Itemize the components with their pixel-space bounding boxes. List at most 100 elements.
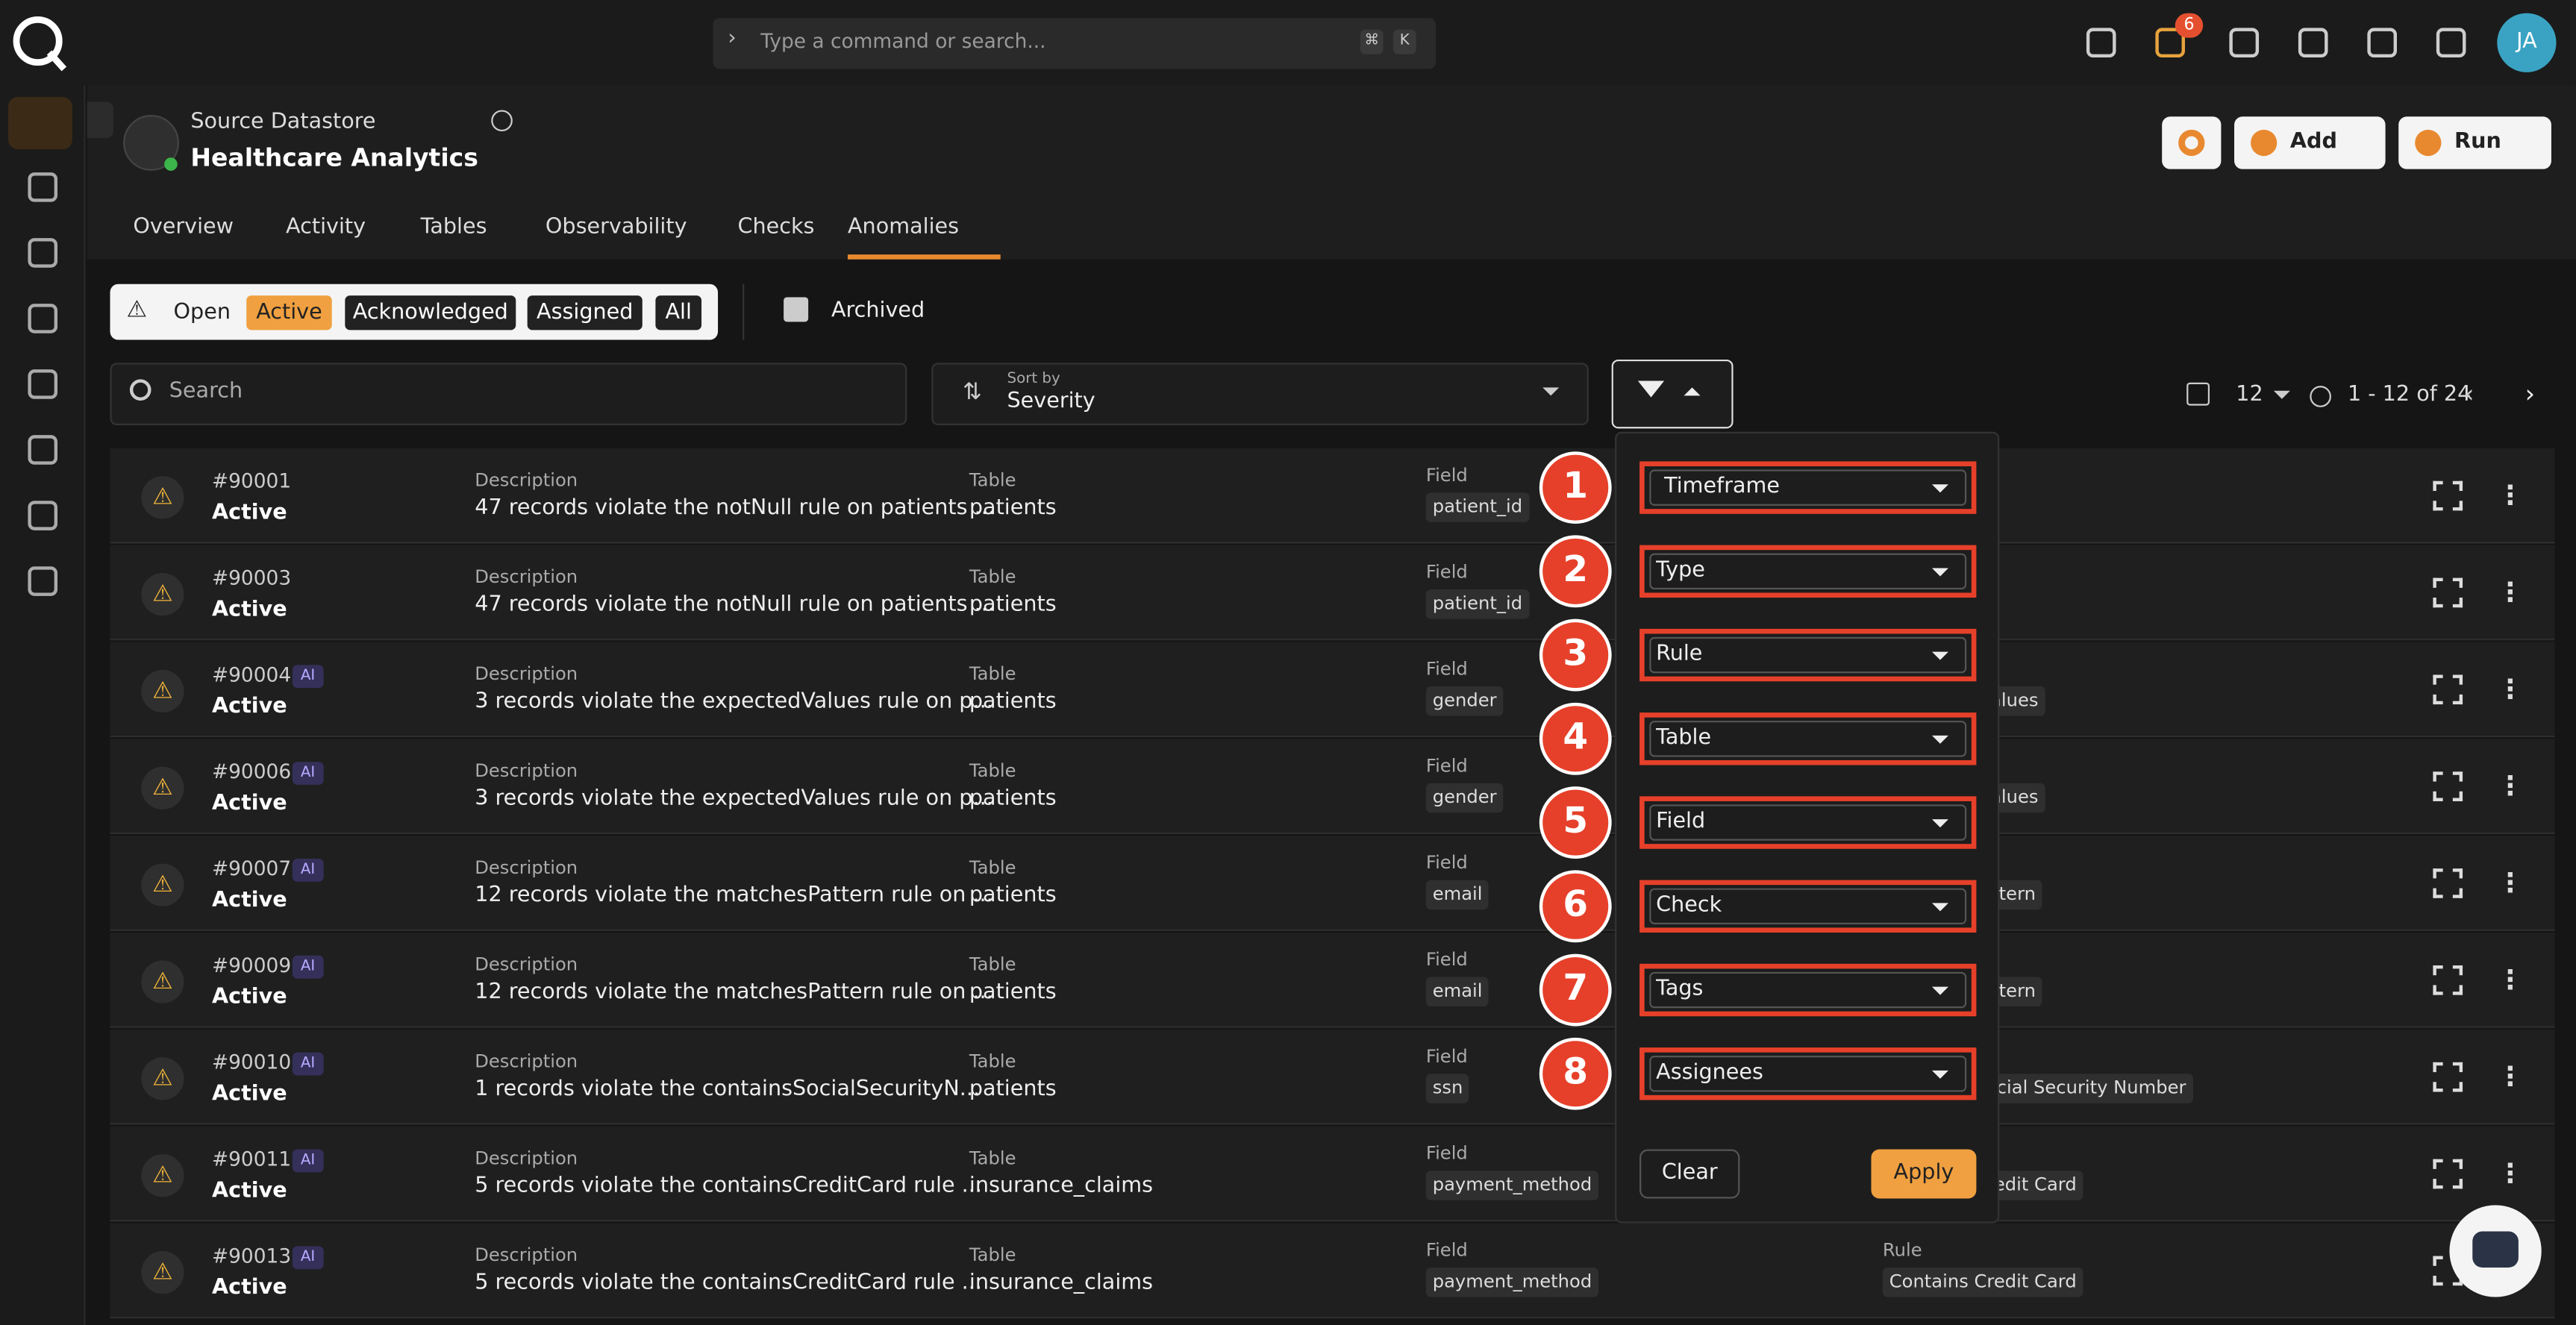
nav-icon[interactable] (28, 566, 58, 596)
expand-icon[interactable] (2433, 965, 2463, 995)
info-icon[interactable] (491, 110, 513, 132)
more-icon[interactable]: ⋮ (2497, 1157, 2524, 1189)
grid-icon[interactable] (2367, 28, 2397, 58)
expand-icon[interactable] (2433, 674, 2463, 705)
description-label: Description (475, 469, 578, 492)
page-size[interactable]: 12 (2236, 382, 2263, 407)
status-filter[interactable]: Open (173, 300, 231, 325)
status-filter[interactable]: Acknowledged (345, 295, 516, 331)
filter-caret (1931, 986, 1948, 995)
select-all-checkbox[interactable] (2186, 382, 2210, 406)
anomaly-row[interactable] (110, 1223, 2555, 1319)
table-label: Table (969, 1050, 1016, 1073)
expand-icon[interactable] (2433, 577, 2463, 608)
speaker-icon[interactable] (2436, 28, 2466, 58)
archived-filter[interactable]: Archived (831, 298, 925, 324)
settings-gear (2178, 129, 2205, 157)
next-page[interactable]: › (2525, 379, 2535, 409)
field-tag: gender (1425, 686, 1504, 716)
tab[interactable]: Anomalies (847, 215, 960, 240)
anomaly-row[interactable] (110, 1126, 2555, 1222)
nav-icon[interactable] (28, 238, 58, 268)
anomaly-status: Active (211, 598, 287, 623)
run-label: Run (2454, 129, 2501, 154)
apply-button[interactable]: Apply (1871, 1149, 1977, 1199)
nav-icon[interactable] (28, 172, 58, 202)
anomaly-id: #90006 (211, 759, 292, 783)
anomaly-row[interactable] (110, 448, 2555, 544)
doc-icon[interactable] (2229, 28, 2260, 58)
prev-page[interactable]: ‹ (2464, 379, 2475, 409)
table-name: patients (969, 1077, 1057, 1102)
ai-badge: AI (292, 955, 324, 979)
tab[interactable]: Activity (286, 215, 366, 240)
table-label: Table (969, 856, 1016, 879)
filter-icon (1637, 380, 1665, 398)
description-label: Description (475, 663, 578, 685)
tab[interactable]: Observability (545, 215, 687, 240)
page-range: 1 - 12 of 24 (2347, 382, 2472, 407)
filter-dropdown-inner (1649, 888, 1967, 924)
sidebar (0, 85, 86, 1325)
anomaly-status: Active (211, 1275, 287, 1300)
filter-dropdown-inner (1649, 971, 1967, 1009)
nav-icon[interactable] (28, 369, 58, 399)
anomaly-id: #90009 (211, 953, 292, 977)
anomaly-status: Active (211, 888, 287, 913)
command-bar[interactable] (713, 18, 1437, 69)
nav-icon[interactable] (28, 304, 58, 333)
expand-icon[interactable] (2433, 480, 2463, 511)
nav-icon[interactable] (8, 96, 72, 150)
field-tag: email (1425, 977, 1489, 1007)
status-filter[interactable]: Assigned (527, 295, 643, 331)
tab[interactable]: Checks (737, 215, 815, 240)
status-filter[interactable]: Active (246, 295, 332, 331)
nav-icon[interactable] (28, 435, 58, 465)
filter-button[interactable] (1611, 359, 1734, 429)
filter-caret (1931, 651, 1948, 660)
anomaly-status: Active (211, 694, 287, 719)
anomaly-row[interactable] (110, 739, 2555, 834)
anomaly-row[interactable] (110, 545, 2555, 641)
logo (13, 16, 67, 72)
more-icon[interactable]: ⋮ (2497, 770, 2524, 801)
filter-dropdown-inner (1649, 1056, 1967, 1092)
expand-icon[interactable] (2433, 1159, 2463, 1189)
more-icon[interactable]: ⋮ (2497, 673, 2524, 705)
tab[interactable]: Overview (133, 215, 234, 240)
more-icon[interactable]: ⋮ (2497, 963, 2524, 995)
description: 47 records violate the notNull rule on p… (475, 495, 995, 521)
filter-label: Tags (1656, 977, 1704, 1002)
more-icon[interactable]: ⋮ (2497, 1060, 2524, 1092)
more-icon[interactable]: ⋮ (2497, 479, 2524, 511)
status-filter[interactable]: All (655, 295, 702, 331)
sort-value: Severity (1007, 389, 1095, 414)
search-placeholder: Search (169, 379, 243, 404)
more-icon[interactable]: ⋮ (2497, 576, 2524, 608)
sort-caret (1542, 387, 1560, 396)
anomaly-row[interactable] (110, 836, 2555, 931)
nav-icon[interactable] (28, 501, 58, 530)
filter-caret (1931, 735, 1948, 744)
anomaly-row[interactable] (110, 642, 2555, 738)
expand-icon[interactable] (2433, 771, 2463, 801)
more-icon[interactable]: ⋮ (2497, 866, 2524, 898)
tab[interactable]: Tables (420, 215, 487, 240)
anomaly-row[interactable] (110, 932, 2555, 1028)
wand-icon[interactable] (2298, 28, 2328, 58)
clear-button[interactable]: Clear (1639, 1149, 1740, 1199)
search-box[interactable] (110, 363, 907, 425)
avatar[interactable]: JA (2497, 13, 2557, 72)
expand-icon[interactable] (2433, 868, 2463, 898)
severity-icon: ⚠ (141, 476, 184, 519)
sort-box[interactable] (931, 363, 1589, 425)
description: 5 records violate the containsCreditCard… (475, 1271, 982, 1296)
sort-label: Sort by (1007, 371, 1060, 388)
field-tag: ssn (1425, 1074, 1470, 1103)
flask-icon[interactable] (2086, 28, 2116, 58)
assistant-face (2472, 1231, 2519, 1268)
expand-button[interactable] (87, 101, 113, 138)
bell-icon[interactable] (2155, 28, 2185, 58)
expand-icon[interactable] (2433, 1062, 2463, 1092)
